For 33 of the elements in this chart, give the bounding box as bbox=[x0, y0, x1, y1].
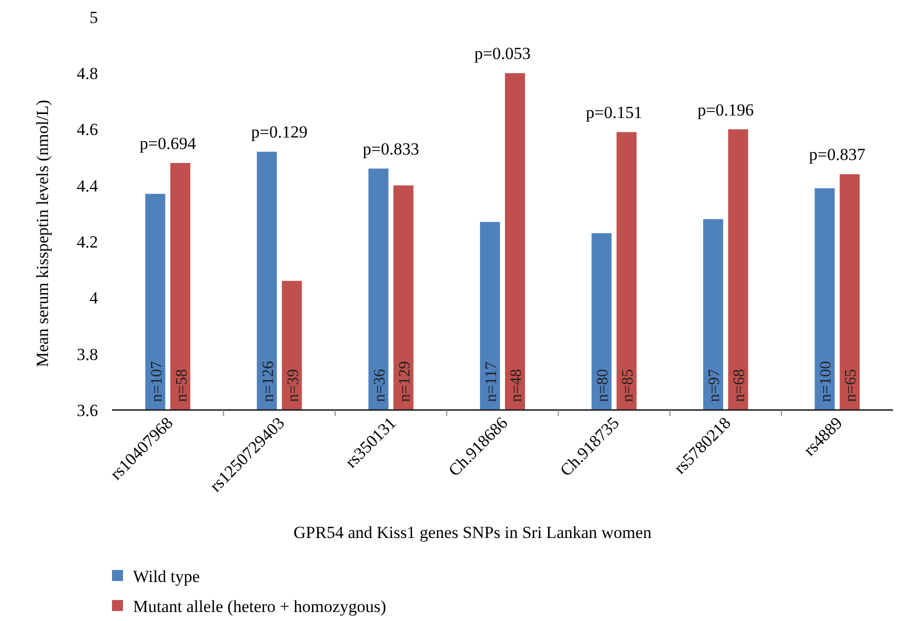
y-tick-label: 4.2 bbox=[76, 232, 98, 252]
annotation: n=36 bbox=[371, 368, 388, 402]
annotation: n=100 bbox=[818, 360, 835, 402]
y-tick-label: 4 bbox=[90, 288, 98, 308]
annotation: p=0.694 bbox=[140, 134, 196, 153]
annotation: n=126 bbox=[260, 360, 277, 402]
annotation: n=129 bbox=[396, 360, 414, 402]
annotation: n=80 bbox=[594, 368, 612, 402]
y-tick-label: 3.8 bbox=[76, 344, 98, 364]
annotation: n=58 bbox=[173, 368, 190, 402]
y-tick-label: 4.6 bbox=[76, 120, 98, 140]
annotation: p=0.837 bbox=[809, 145, 866, 164]
annotation: n=107 bbox=[148, 360, 166, 402]
annotation: n=97 bbox=[706, 368, 724, 402]
annotation: n=65 bbox=[842, 368, 860, 402]
x-axis-title: GPR54 and Kiss1 genes SNPs in Sri Lankan women bbox=[294, 523, 652, 542]
annotation: n=85 bbox=[620, 368, 637, 402]
y-tick-label: 3.6 bbox=[76, 400, 98, 420]
legend-label: Mutant allele (hetero + homozygous) bbox=[133, 596, 386, 616]
annotation: n=68 bbox=[731, 368, 748, 402]
annotation: p=0.196 bbox=[697, 100, 754, 120]
annotation: p=0.129 bbox=[251, 122, 308, 142]
y-axis-title: Mean serum kisspeptin levels (nmol/L) bbox=[33, 100, 52, 368]
annotation: n=117 bbox=[483, 362, 500, 402]
annotation: n=48 bbox=[508, 368, 525, 402]
legend-label: Wild type bbox=[133, 566, 200, 586]
annotation: p=0.833 bbox=[362, 140, 420, 159]
annotation: p=0.053 bbox=[474, 44, 531, 64]
y-tick-label: 4.8 bbox=[76, 64, 98, 84]
annotation: p=0.151 bbox=[586, 103, 642, 122]
y-tick-label: 5 bbox=[90, 8, 98, 27]
y-tick-label: 4.4 bbox=[76, 176, 98, 196]
annotation: n=39 bbox=[284, 368, 302, 402]
